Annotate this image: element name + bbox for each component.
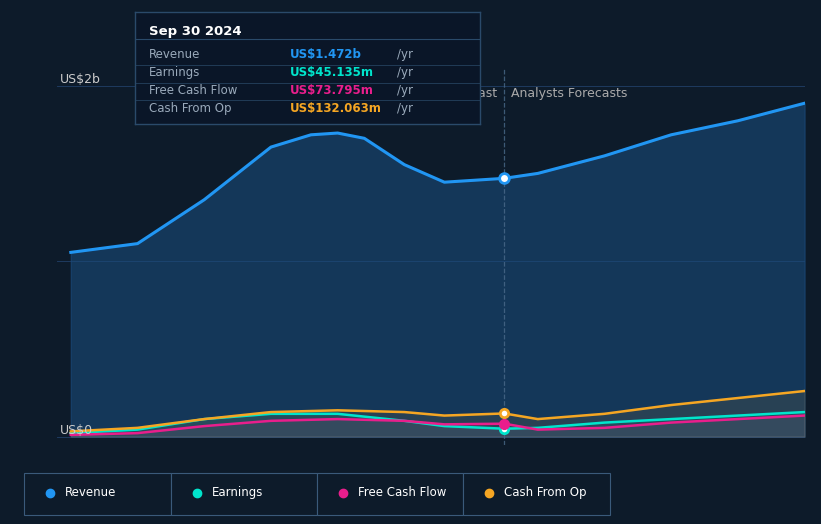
Text: US$0: US$0 xyxy=(60,423,94,436)
Text: /yr: /yr xyxy=(397,48,413,61)
Text: Analysts Forecasts: Analysts Forecasts xyxy=(511,86,627,100)
Text: Revenue: Revenue xyxy=(65,486,117,499)
FancyBboxPatch shape xyxy=(25,473,171,515)
Text: Sep 30 2024: Sep 30 2024 xyxy=(149,26,241,38)
Text: US$1.472b: US$1.472b xyxy=(291,48,362,61)
FancyBboxPatch shape xyxy=(171,473,317,515)
Text: Earnings: Earnings xyxy=(212,486,263,499)
Text: 2023: 2023 xyxy=(255,461,287,474)
Text: US$132.063m: US$132.063m xyxy=(291,102,382,115)
Text: /yr: /yr xyxy=(397,84,413,97)
Text: 2022: 2022 xyxy=(122,461,154,474)
Text: 2026: 2026 xyxy=(655,461,687,474)
Text: /yr: /yr xyxy=(397,102,413,115)
FancyBboxPatch shape xyxy=(317,473,463,515)
Text: US$45.135m: US$45.135m xyxy=(291,66,374,79)
Text: 2025: 2025 xyxy=(522,461,553,474)
Text: Revenue: Revenue xyxy=(149,48,200,61)
Text: US$73.795m: US$73.795m xyxy=(291,84,374,97)
Text: US$2b: US$2b xyxy=(60,73,101,85)
Text: /yr: /yr xyxy=(397,66,413,79)
Text: Cash From Op: Cash From Op xyxy=(504,486,586,499)
FancyBboxPatch shape xyxy=(463,473,610,515)
Text: Free Cash Flow: Free Cash Flow xyxy=(358,486,446,499)
Text: Earnings: Earnings xyxy=(149,66,200,79)
Text: Free Cash Flow: Free Cash Flow xyxy=(149,84,237,97)
Text: 2024: 2024 xyxy=(388,461,420,474)
Text: Past: Past xyxy=(471,86,498,100)
Text: Cash From Op: Cash From Op xyxy=(149,102,232,115)
